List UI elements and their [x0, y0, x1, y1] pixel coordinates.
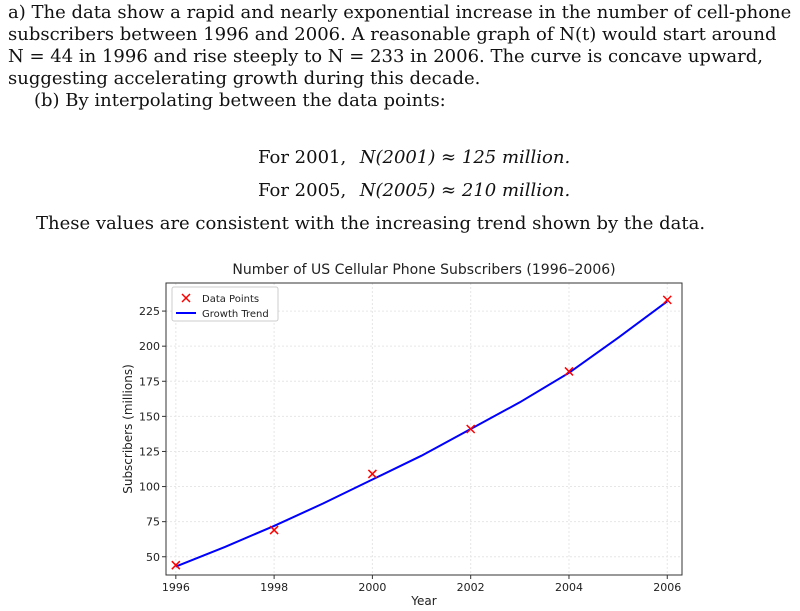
equation-2001-lead: For 2001,	[258, 147, 347, 168]
y-tick-label: 100	[139, 481, 160, 494]
equation-2005: For 2005, N(2005) ≈ 210 million.	[258, 180, 570, 201]
x-tick-label: 2004	[555, 581, 583, 594]
data-point	[269, 525, 279, 535]
chart-title: Number of US Cellular Phone Subscribers …	[232, 262, 615, 278]
plot-frame	[165, 282, 683, 576]
legend-label: Data Points	[202, 294, 259, 305]
y-tick-label: 175	[139, 375, 160, 388]
part-a-text: a) The data show a rapid and nearly expo…	[8, 2, 792, 89]
data-point-stroke	[367, 469, 377, 479]
y-axis-label: Subscribers (millions)	[121, 364, 135, 494]
data-point	[466, 424, 476, 434]
data-point-stroke	[269, 525, 279, 535]
equation-2005-lead: For 2005,	[258, 180, 347, 201]
conclusion-text: These values are consistent with the inc…	[36, 213, 706, 234]
legend: Data Points Growth Trend	[171, 286, 279, 322]
x-tick-label: 1998	[260, 581, 288, 594]
data-point-stroke	[171, 560, 181, 570]
legend-marker-stroke	[181, 293, 191, 303]
data-point-stroke	[466, 424, 476, 434]
x-axis-label: Year	[410, 594, 436, 608]
data-point	[564, 366, 574, 376]
legend-label: Growth Trend	[202, 309, 269, 320]
part-b-intro: (b) By interpolating between the data po…	[34, 90, 446, 111]
y-tick-label: 125	[139, 445, 160, 458]
data-point-stroke	[564, 366, 574, 376]
y-tick-label: 200	[139, 340, 160, 353]
y-tick-label: 150	[139, 410, 160, 423]
legend-marker-x-icon	[181, 293, 191, 303]
equation-2001: For 2001, N(2001) ≈ 125 million.	[258, 147, 570, 168]
data-point	[662, 295, 672, 305]
x-tick-label: 1996	[162, 581, 190, 594]
x-tick-label: 2006	[653, 581, 681, 594]
legend-box	[171, 286, 279, 322]
axes: 1996 1998 2000 2002 2004 2006 50 75 100 125 150 175…	[139, 282, 683, 594]
data-point	[171, 560, 181, 570]
y-tick-label: 50	[146, 551, 160, 564]
equation-2005-expr: N(2005) ≈ 210 million.	[359, 180, 571, 201]
x-tick-label: 2000	[358, 581, 386, 594]
equation-2001-expr: N(2001) ≈ 125 million.	[359, 147, 571, 168]
data-marks	[171, 295, 672, 570]
x-tick-label: 2002	[457, 581, 485, 594]
growth-trend-line	[175, 300, 668, 568]
y-tick-label: 75	[146, 516, 160, 529]
plot-area	[166, 283, 682, 575]
y-tick-label: 225	[139, 305, 160, 318]
answer-part-a: a) The data show a rapid and nearly expo…	[8, 2, 796, 112]
data-point	[367, 469, 377, 479]
grid	[166, 283, 682, 575]
data-point-stroke	[662, 295, 672, 305]
